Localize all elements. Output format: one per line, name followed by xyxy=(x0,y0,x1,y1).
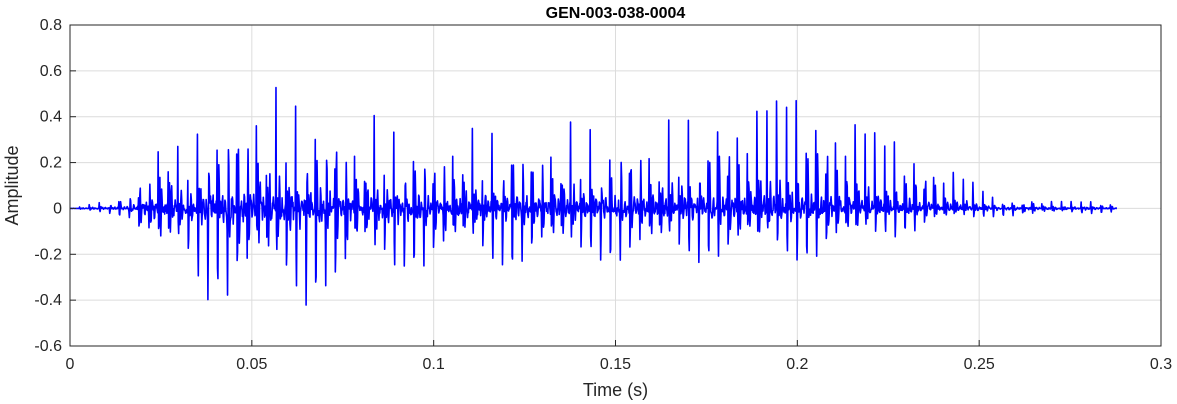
y-tick-label: 0.2 xyxy=(40,155,62,172)
x-tick-label: 0.15 xyxy=(600,356,631,373)
waveform-line xyxy=(69,86,1118,306)
y-tick-label: 0.6 xyxy=(40,63,62,80)
y-tick-label: 0.8 xyxy=(40,17,62,34)
x-tick-label: 0.25 xyxy=(964,356,995,373)
x-tick-label: 0 xyxy=(66,356,75,373)
x-tick-label: 0.3 xyxy=(1150,356,1172,373)
x-tick-label: 0.05 xyxy=(236,356,267,373)
y-tick-label: 0.4 xyxy=(40,109,62,126)
x-axis-label: Time (s) xyxy=(583,380,648,400)
waveform-series xyxy=(69,86,1118,306)
y-tick-label: -0.2 xyxy=(34,246,62,263)
x-tick-label: 0.2 xyxy=(786,356,808,373)
y-tick-label: -0.6 xyxy=(34,338,62,355)
y-tick-label: 0 xyxy=(53,200,62,217)
y-tick-label: -0.4 xyxy=(34,292,62,309)
axis-ticks: 0 0.05 0.1 0.15 0.2 0.25 0.3 -0.6 -0.4 -0.2 0 0.2 0.… xyxy=(34,17,1172,373)
x-tick-label: 0.1 xyxy=(423,356,445,373)
chart-title: GEN-003-038-0004 xyxy=(546,5,686,22)
y-axis-label: Amplitude xyxy=(2,145,22,225)
